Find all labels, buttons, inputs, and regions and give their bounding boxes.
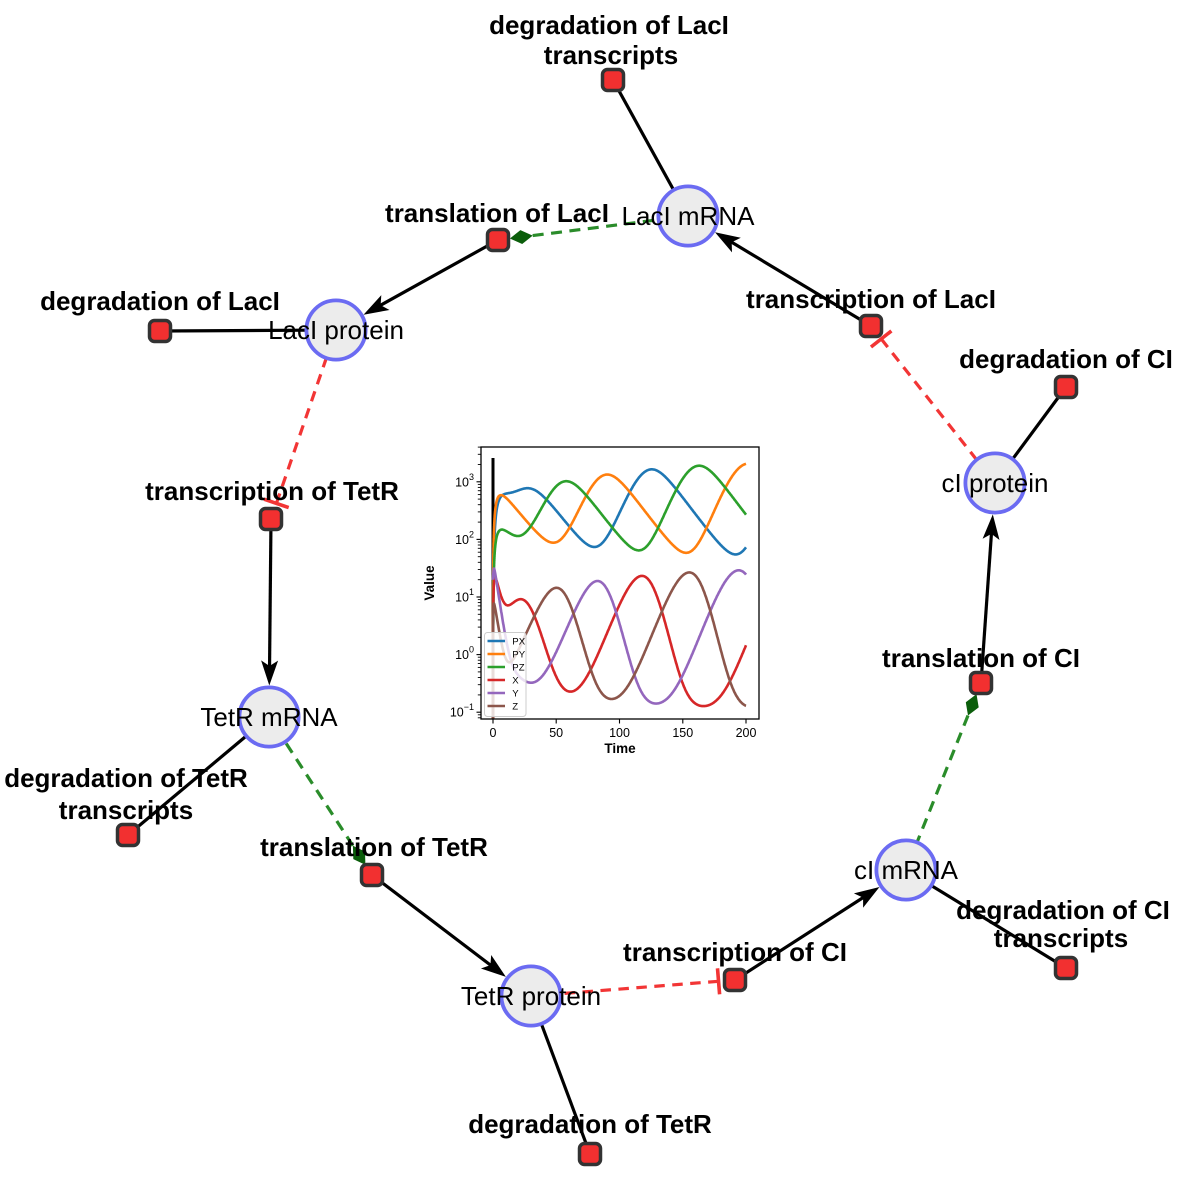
svg-text:degradation of CI: degradation of CI [956,895,1170,925]
svg-text:Z: Z [512,702,518,713]
svg-text:Value: Value [422,565,437,601]
svg-text:transcripts: transcripts [544,40,678,70]
svg-text:0: 0 [490,726,497,740]
svg-text:200: 200 [736,726,757,740]
svg-text:transcription of CI: transcription of CI [623,937,847,967]
svg-text:100: 100 [609,726,630,740]
svg-text:cI protein: cI protein [942,468,1049,498]
svg-text:translation of LacI: translation of LacI [385,198,609,228]
svg-text:150: 150 [672,726,693,740]
svg-text:transcripts: transcripts [994,923,1128,953]
svg-text:PX: PX [512,637,525,648]
svg-text:cI mRNA: cI mRNA [854,855,959,885]
svg-text:degradation of TetR: degradation of TetR [468,1109,712,1139]
svg-text:TetR mRNA: TetR mRNA [200,702,338,732]
svg-text:TetR protein: TetR protein [461,981,601,1011]
svg-text:LacI mRNA: LacI mRNA [622,201,756,231]
svg-text:transcription of TetR: transcription of TetR [145,476,399,506]
svg-text:translation of CI: translation of CI [882,643,1080,673]
svg-text:transcripts: transcripts [59,795,193,825]
svg-text:degradation of LacI: degradation of LacI [40,286,280,316]
svg-text:X: X [512,676,519,687]
svg-text:degradation of LacI: degradation of LacI [489,10,729,40]
svg-text:degradation of TetR: degradation of TetR [4,763,248,793]
svg-text:degradation of CI: degradation of CI [959,344,1173,374]
svg-text:Time: Time [604,741,636,756]
svg-text:LacI protein: LacI protein [268,315,404,345]
svg-text:50: 50 [549,726,563,740]
svg-text:translation of TetR: translation of TetR [260,832,488,862]
svg-text:transcription of LacI: transcription of LacI [746,284,996,314]
svg-text:PZ: PZ [512,663,524,674]
svg-text:Y: Y [512,689,519,700]
svg-text:PY: PY [512,650,525,661]
